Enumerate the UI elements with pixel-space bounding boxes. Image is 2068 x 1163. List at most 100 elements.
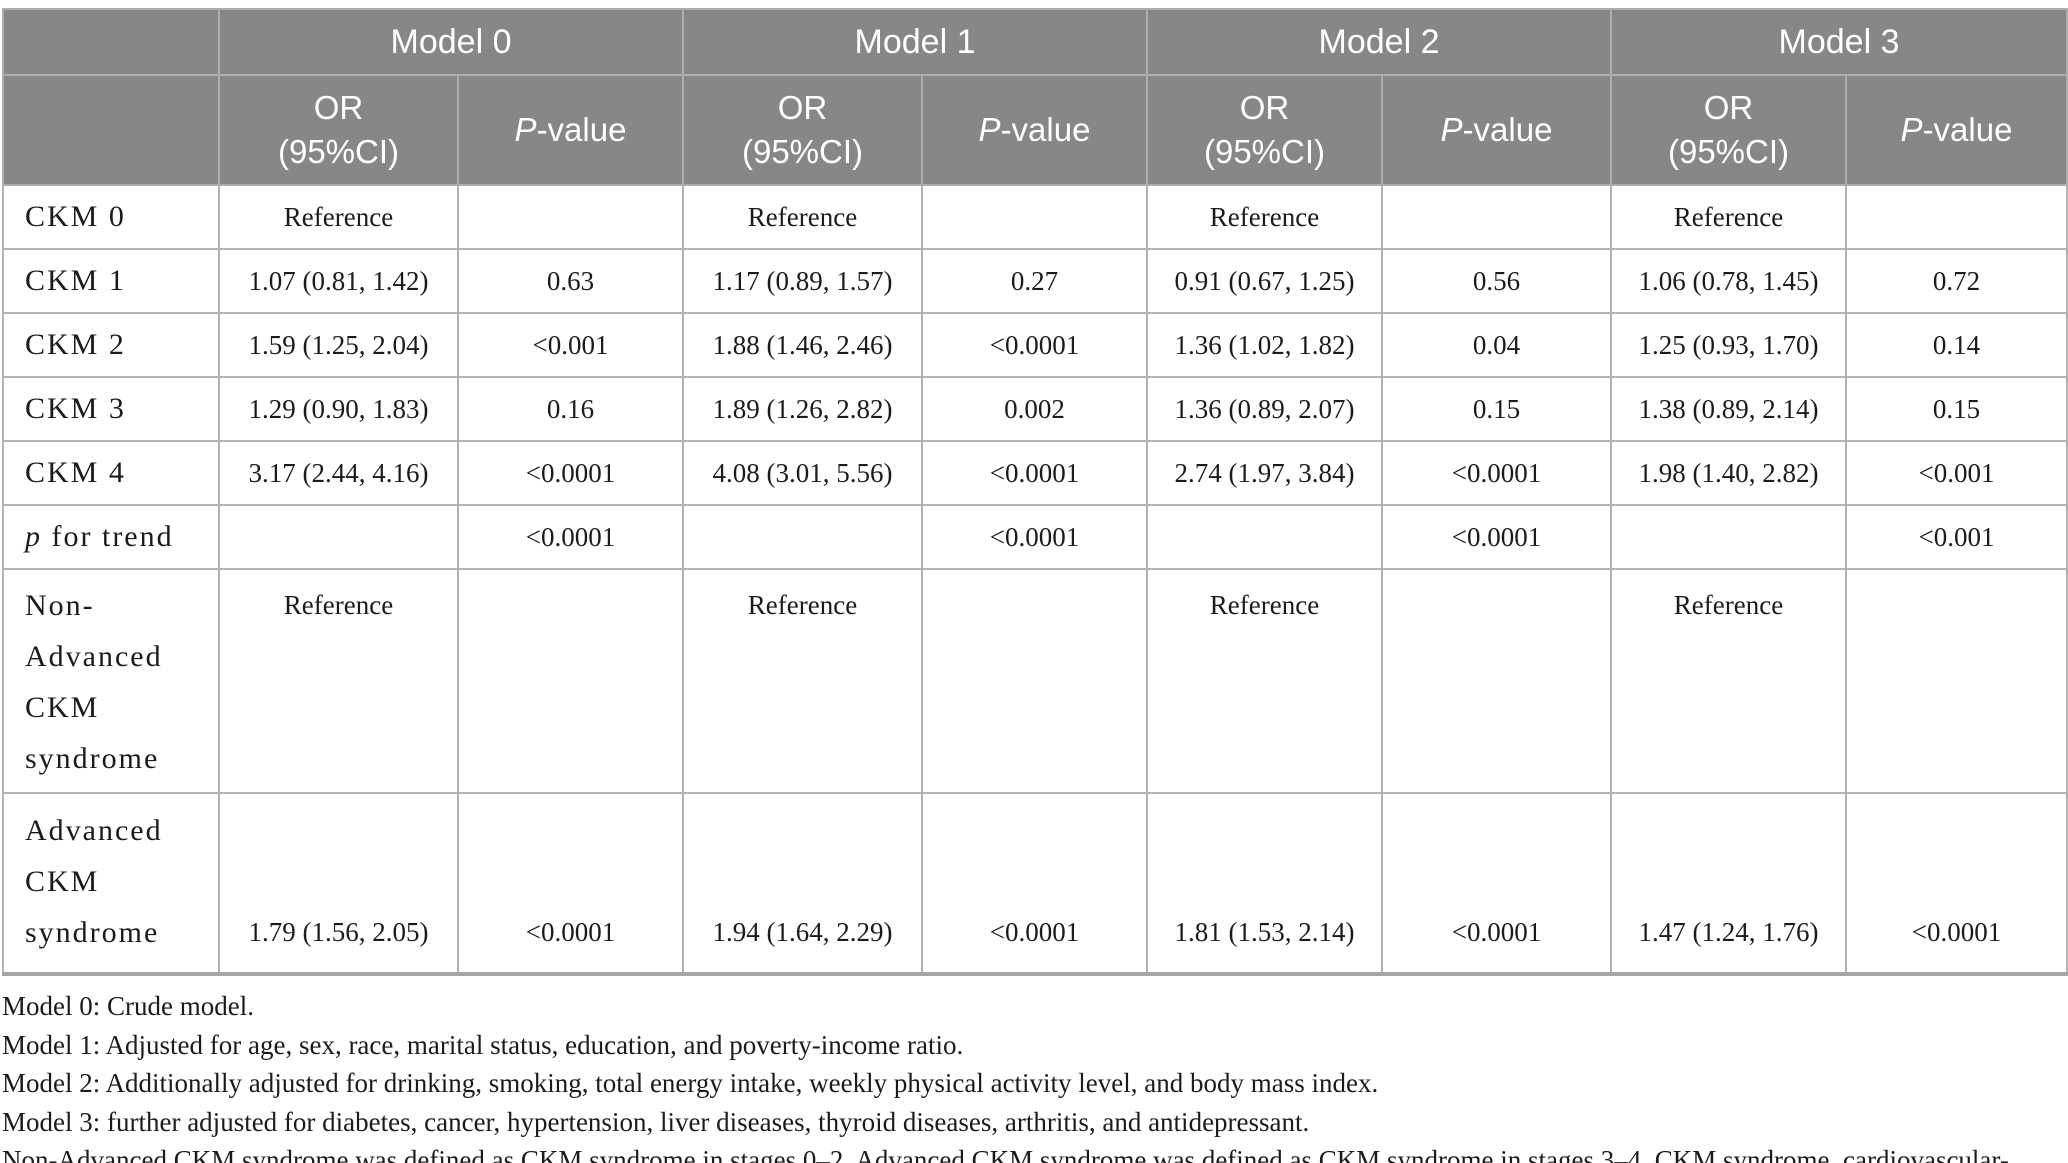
label-rest: for trend (42, 520, 174, 553)
p-value-cell: <0.0001 (921, 504, 1148, 570)
or-value-cell (1146, 504, 1383, 570)
p-value-header-m0: P-value (457, 74, 684, 186)
model-1-header: Model 1 (682, 8, 1148, 76)
or-value-cell (1610, 504, 1847, 570)
or-value-cell: Reference (218, 568, 459, 794)
footnote-line: Non-Advanced CKM syndrome was defined as… (2, 1145, 2009, 1163)
or-value-cell: 0.91 (0.67, 1.25) (1146, 248, 1383, 314)
table-row-advanced: Advanced CKM syndrome 1.79 (1.56, 2.05) … (2, 792, 2068, 976)
footnote-line: Model 3: further adjusted for diabetes, … (2, 1106, 1310, 1137)
table-row-non-advanced: Non- Advanced CKM syndrome Reference Ref… (2, 568, 2068, 794)
or-value-cell (682, 504, 923, 570)
p-value-cell (921, 568, 1148, 794)
row-label: p for trend (2, 504, 220, 570)
row-label: CKM 2 (2, 312, 220, 378)
or-value-cell: 1.17 (0.89, 1.57) (682, 248, 923, 314)
row-label: CKM 4 (2, 440, 220, 506)
p-value-cell: 0.27 (921, 248, 1148, 314)
p-value-cell: 0.14 (1845, 312, 2068, 378)
table-row-ckm1: CKM 1 1.07 (0.81, 1.42) 0.63 1.17 (0.89,… (2, 248, 2068, 314)
p-rest: -value (1922, 111, 2013, 148)
table-row-ckm0: CKM 0 Reference Reference Reference Refe… (2, 184, 2068, 250)
model-0-header: Model 0 (218, 8, 684, 76)
p-value-cell: <0.0001 (1381, 440, 1612, 506)
or-value-cell: Reference (1146, 184, 1383, 250)
p-value-cell: 0.72 (1845, 248, 2068, 314)
or-value-cell: Reference (1146, 568, 1383, 794)
or-value-cell: Reference (682, 568, 923, 794)
table-row-p-for-trend: p for trend <0.0001 <0.0001 <0.0001 <0.0… (2, 504, 2068, 570)
or-value-cell: 1.88 (1.46, 2.46) (682, 312, 923, 378)
or-value-cell: 3.17 (2.44, 4.16) (218, 440, 459, 506)
or-value-cell: 1.06 (0.78, 1.45) (1610, 248, 1847, 314)
p-value-cell: 0.15 (1845, 376, 2068, 442)
table-footnotes: Model 0: Crude model. Model 1: Adjusted … (2, 987, 2068, 1163)
or-value-cell: 1.36 (1.02, 1.82) (1146, 312, 1383, 378)
p-value-cell (1381, 184, 1612, 250)
p-italic: P (1440, 111, 1463, 148)
p-value-cell (921, 184, 1148, 250)
p-value-cell (1845, 568, 2068, 794)
row-label: CKM 3 (2, 376, 220, 442)
row-label: Non- Advanced CKM syndrome (2, 568, 220, 794)
footnote-line: Model 1: Adjusted for age, sex, race, ma… (2, 1029, 964, 1060)
table-header: Model 0 Model 1 Model 2 Model 3 OR (95%C… (2, 8, 2068, 186)
row-label: CKM 0 (2, 184, 220, 250)
p-value-cell: 0.15 (1381, 376, 1612, 442)
or-ci-header-m1: OR (95%CI) (682, 74, 923, 186)
p-value-cell: <0.0001 (457, 792, 684, 976)
p-rest: -value (1000, 111, 1091, 148)
or-value-cell: 1.79 (1.56, 2.05) (218, 792, 459, 976)
p-value-cell: <0.001 (1845, 440, 2068, 506)
or-value-cell: 1.98 (1.40, 2.82) (1610, 440, 1847, 506)
model-header-row: Model 0 Model 1 Model 2 Model 3 (2, 8, 2068, 76)
p-value-cell: <0.0001 (921, 792, 1148, 976)
row-label: CKM 1 (2, 248, 220, 314)
or-value-cell (218, 504, 459, 570)
p-value-cell (457, 568, 684, 794)
p-value-cell: <0.0001 (921, 440, 1148, 506)
p-value-header-m1: P-value (921, 74, 1148, 186)
p-value-cell: <0.0001 (457, 504, 684, 570)
p-value-cell (1845, 184, 2068, 250)
p-value-cell: 0.04 (1381, 312, 1612, 378)
or-value-cell: Reference (682, 184, 923, 250)
row-label: Advanced CKM syndrome (2, 792, 220, 976)
p-italic: p (25, 520, 42, 553)
table-row-ckm2: CKM 2 1.59 (1.25, 2.04) <0.001 1.88 (1.4… (2, 312, 2068, 378)
corner-cell-top (2, 8, 220, 76)
p-value-cell: 0.63 (457, 248, 684, 314)
model-3-header: Model 3 (1610, 8, 2068, 76)
p-italic: P (514, 111, 537, 148)
p-rest: -value (536, 111, 627, 148)
or-value-cell: Reference (1610, 184, 1847, 250)
or-value-cell: 1.29 (0.90, 1.83) (218, 376, 459, 442)
model-2-header: Model 2 (1146, 8, 1612, 76)
or-value-cell: 1.36 (0.89, 2.07) (1146, 376, 1383, 442)
p-value-cell: <0.0001 (921, 312, 1148, 378)
footnote-line: Model 0: Crude model. (2, 991, 254, 1021)
p-value-header-m2: P-value (1381, 74, 1612, 186)
p-value-cell (1381, 568, 1612, 794)
or-value-cell: 1.38 (0.89, 2.14) (1610, 376, 1847, 442)
p-value-cell: <0.0001 (1381, 504, 1612, 570)
or-value-cell: 1.07 (0.81, 1.42) (218, 248, 459, 314)
results-table: Model 0 Model 1 Model 2 Model 3 OR (95%C… (2, 8, 2068, 976)
or-value-cell: 1.25 (0.93, 1.70) (1610, 312, 1847, 378)
p-value-header-m3: P-value (1845, 74, 2068, 186)
or-value-cell: 2.74 (1.97, 3.84) (1146, 440, 1383, 506)
p-value-cell: 0.16 (457, 376, 684, 442)
footnote-line: Model 2: Additionally adjusted for drink… (2, 1068, 1379, 1098)
p-italic: P (978, 111, 1001, 148)
or-value-cell: 1.59 (1.25, 2.04) (218, 312, 459, 378)
subheader-row: OR (95%CI) P-value OR (95%CI) P-value OR… (2, 74, 2068, 186)
or-value-cell: 1.81 (1.53, 2.14) (1146, 792, 1383, 976)
p-value-cell: 0.56 (1381, 248, 1612, 314)
or-ci-header-m0: OR (95%CI) (218, 74, 459, 186)
table-row-ckm3: CKM 3 1.29 (0.90, 1.83) 0.16 1.89 (1.26,… (2, 376, 2068, 442)
or-value-cell: 1.47 (1.24, 1.76) (1610, 792, 1847, 976)
p-value-cell: 0.002 (921, 376, 1148, 442)
p-value-cell: <0.0001 (457, 440, 684, 506)
table-row-ckm4: CKM 4 3.17 (2.44, 4.16) <0.0001 4.08 (3.… (2, 440, 2068, 506)
